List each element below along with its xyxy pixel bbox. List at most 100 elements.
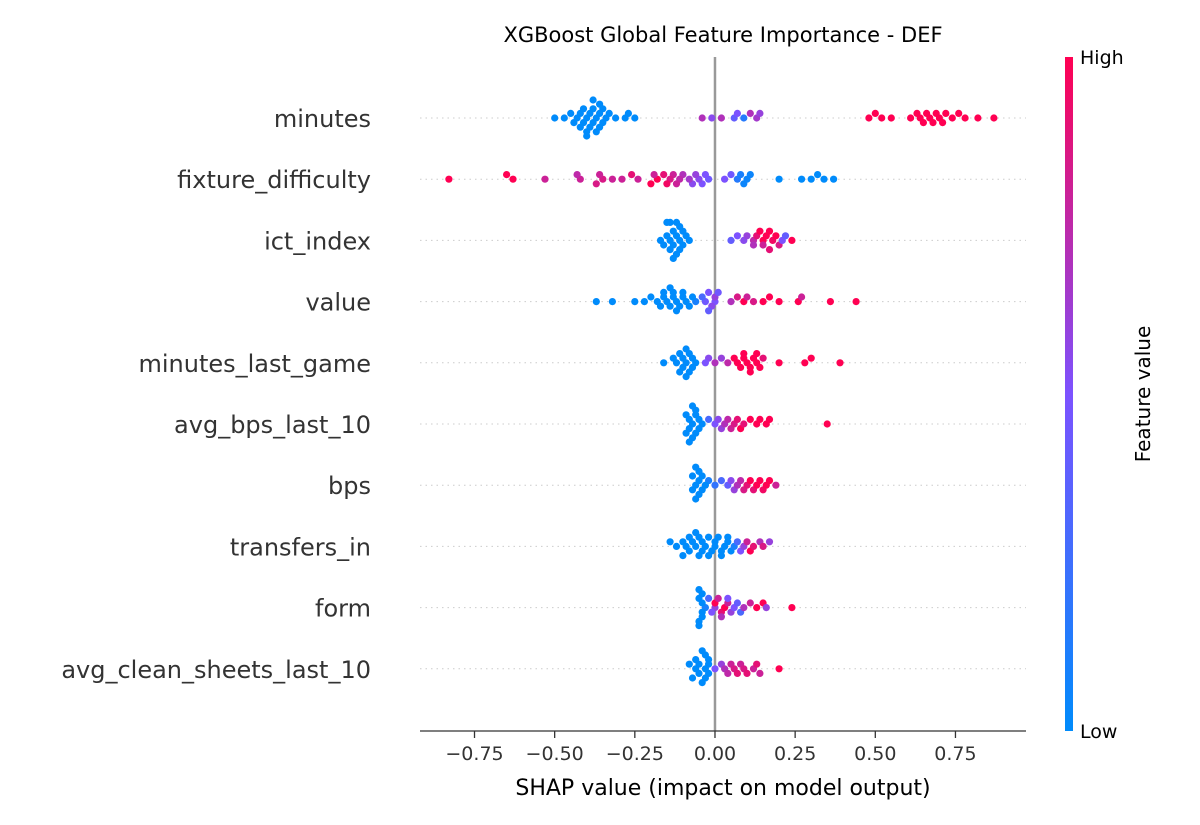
shap-point [756, 227, 764, 235]
shap-point [647, 180, 655, 188]
shap-point [733, 669, 742, 678]
shap-point [724, 533, 732, 541]
shap-point [660, 171, 668, 179]
x-tick-label: 0.75 [934, 743, 976, 765]
shap-point [955, 109, 963, 117]
shap-point [765, 227, 774, 235]
shap-point [746, 171, 754, 179]
shap-point [660, 359, 668, 367]
shap-point [717, 552, 726, 560]
shap-point [688, 402, 697, 410]
shap-point [749, 542, 758, 551]
shap-point [705, 594, 713, 603]
shap-point [948, 114, 956, 122]
shap-point [743, 669, 751, 678]
shap-point [717, 477, 726, 485]
shap-point [679, 552, 687, 560]
shap-point [567, 109, 575, 117]
shap-point [631, 298, 639, 306]
shap-point [596, 171, 604, 179]
shap-point [705, 415, 713, 423]
shap-point [583, 132, 591, 140]
shap-point [775, 665, 783, 673]
shap-point [698, 293, 706, 301]
shap-point [733, 599, 742, 607]
feature-label: form [315, 595, 371, 623]
x-tick-label: −0.50 [526, 743, 584, 765]
shap-point [628, 171, 636, 179]
shap-point [733, 109, 742, 117]
shap-point [775, 359, 783, 367]
x-ticks: −0.75 −0.50 −0.25 0.00 0.25 0.50 0.75 [445, 731, 977, 765]
shap-point [663, 232, 671, 240]
shap-point [695, 594, 703, 603]
shap-point [820, 175, 828, 183]
shap-point [939, 119, 947, 127]
shap-point [695, 622, 703, 630]
shap-point [685, 438, 693, 446]
shap-point [961, 114, 969, 122]
shap-point [746, 415, 754, 423]
shap-point [749, 241, 758, 249]
shap-point [807, 354, 815, 362]
shap-point [830, 175, 838, 183]
shap-point [621, 114, 629, 122]
shap-point [711, 359, 719, 367]
shap-point [743, 232, 751, 240]
shap-point [685, 533, 693, 541]
shap-point [688, 674, 697, 682]
shap-point [672, 542, 681, 551]
shap-point [503, 171, 511, 179]
shap-point [676, 350, 684, 358]
shap-point [666, 538, 674, 546]
shap-point [746, 368, 754, 376]
shap-point [727, 477, 735, 485]
shap-point [650, 171, 658, 179]
shap-point [871, 109, 879, 117]
shap-point [685, 660, 693, 668]
shap-point [756, 415, 764, 423]
shap-point [682, 345, 690, 353]
shap-point [759, 241, 767, 249]
shap-point [756, 363, 764, 371]
shap-point [647, 293, 655, 301]
shap-point [737, 171, 745, 179]
shap-point [631, 114, 639, 122]
x-tick-label: 0.25 [774, 743, 816, 765]
shap-point [692, 529, 700, 537]
shap-point [669, 227, 677, 235]
x-axis-label: SHAP value (impact on model output) [515, 776, 930, 801]
shap-point [688, 293, 697, 301]
shap-point [592, 128, 600, 136]
shap-point [740, 604, 748, 612]
feature-label: transfers_in [230, 533, 371, 561]
shap-point [807, 175, 815, 183]
shap-point [445, 175, 453, 183]
shap-point [663, 180, 671, 188]
x-tick-label: −0.25 [606, 743, 664, 765]
feature-label: avg_bps_last_10 [174, 411, 371, 439]
x-tick-label: 0.50 [854, 743, 896, 765]
shap-point [749, 298, 758, 306]
shap-point [688, 486, 697, 494]
shap-point [746, 599, 754, 607]
shap-point [753, 660, 761, 668]
shap-point [836, 359, 844, 367]
shap-point [759, 354, 767, 362]
shap-point [669, 254, 677, 262]
shap-point [666, 284, 674, 292]
shap-point [798, 175, 806, 183]
shap-point [759, 298, 767, 306]
feature-label: fixture_difficulty [177, 166, 371, 194]
points-layer [445, 96, 998, 687]
shap-point [775, 298, 783, 306]
shap-point [672, 180, 681, 188]
feature-label: ict_index [264, 227, 371, 255]
shap-point [801, 359, 809, 367]
shap-point [714, 288, 722, 296]
shap-point [705, 533, 713, 541]
colorbar-low-label: Low [1080, 721, 1117, 743]
shap-point [698, 647, 706, 655]
shap-point [640, 298, 649, 306]
shap-point [509, 175, 517, 183]
